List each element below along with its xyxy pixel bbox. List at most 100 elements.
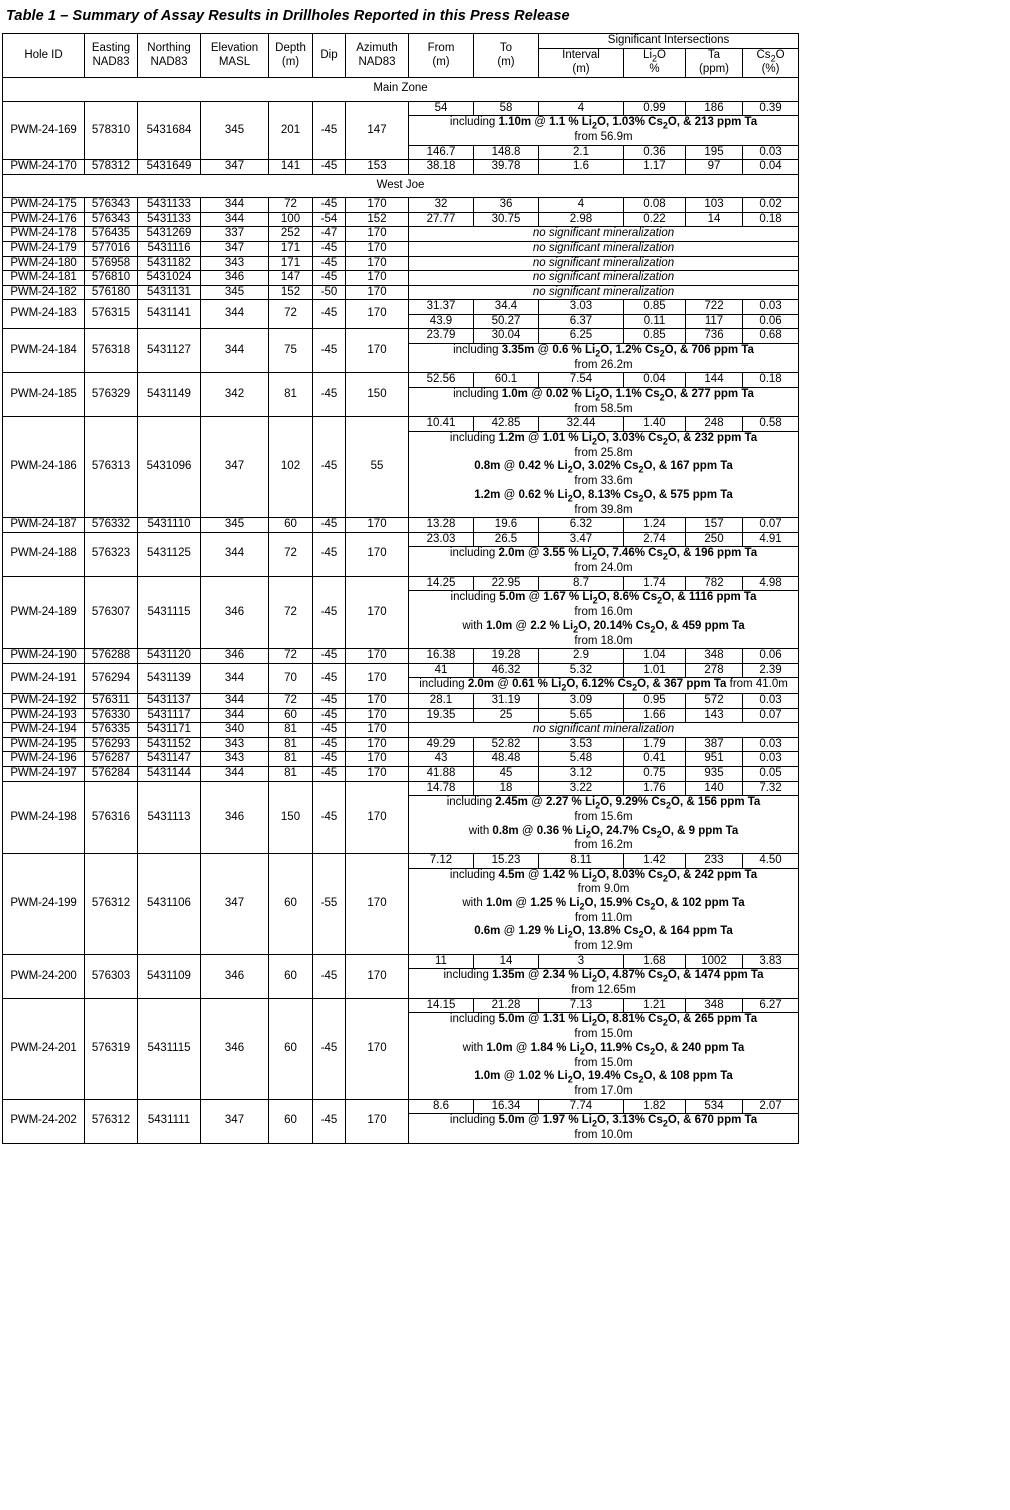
cell-easting: 576293 (84, 736, 138, 753)
cell-depth: 72 (268, 693, 313, 709)
table-row: PWM-24-199 576312 5431106 347 60 -55 170 7.12 15… (2, 853, 800, 955)
cell-northing: 5431649 (137, 159, 201, 175)
cell-depth: 72 (268, 299, 313, 330)
cell-ta: 278 (685, 662, 743, 679)
cell-azimuth: 153 (345, 159, 409, 175)
cell-depth: 171 (268, 240, 313, 257)
cell-elevation: 344 (200, 707, 269, 724)
cell-hole-id: PWM-24-175 (2, 197, 85, 213)
cell-northing: 5431106 (137, 853, 201, 955)
cell-cs2o: 0.06 (741, 313, 800, 330)
cell-easting: 576315 (84, 299, 138, 330)
cell-northing: 5431116 (137, 240, 201, 257)
cell-azimuth: 170 (345, 240, 409, 257)
cell-ta: 387 (685, 736, 743, 753)
cell-interval: 7.54 (538, 372, 624, 388)
cell-depth: 72 (268, 531, 313, 577)
cell-dip: -45 (312, 159, 346, 175)
cell-intersection-note: including 1.35m @ 2.34 % Li2O, 4.87% Cs2… (407, 968, 800, 999)
cell-hole-id: PWM-24-185 (2, 372, 85, 418)
cell-depth: 81 (268, 766, 313, 782)
cell-northing: 5431131 (137, 284, 201, 301)
cell-to: 39.78 (473, 159, 539, 175)
cell-hole-id: PWM-24-183 (2, 299, 85, 330)
table-header: Hole ID Easting NAD83 Northing NAD83 Eleva… (2, 33, 800, 79)
cell-li2o: 0.99 (623, 100, 686, 117)
cell-from: 7.12 (408, 853, 474, 869)
cell-ta: 736 (685, 328, 743, 344)
table-row: PWM-24-169 578310 5431684 345 201 -45 147 54 58 4… (2, 100, 800, 161)
cell-dip: -45 (312, 531, 346, 577)
cell-interval: 3.53 (538, 736, 624, 753)
cell-dip: -45 (312, 736, 346, 753)
cell-ta: 348 (685, 997, 743, 1014)
cell-northing: 5431113 (137, 780, 201, 855)
cell-cs2o: 0.39 (741, 100, 800, 117)
table-row: PWM-24-176 576343 5431133 344 100 -54 152 27.77… (2, 211, 800, 228)
cell-cs2o: 6.27 (741, 997, 800, 1014)
cell-to: 16.34 (473, 1098, 539, 1115)
cell-interval: 3.47 (538, 531, 624, 548)
table-row: PWM-24-182 576180 5431131 345 152 -50 170 no si… (2, 284, 800, 301)
cell-ta: 572 (685, 693, 743, 709)
cell-interval: 3.09 (538, 693, 624, 709)
cell-li2o: 1.40 (623, 416, 686, 432)
cell-depth: 81 (268, 736, 313, 753)
table-row: PWM-24-175 576343 5431133 344 72 -45 170 32 36 4 0… (2, 197, 800, 213)
cell-hole-id: PWM-24-196 (2, 751, 85, 767)
cell-ta: 233 (685, 853, 743, 869)
cell-ta: 935 (685, 766, 743, 782)
cell-azimuth: 55 (345, 416, 409, 519)
cell-li2o: 0.95 (623, 693, 686, 709)
cell-from: 32 (408, 197, 474, 213)
cell-azimuth: 170 (345, 693, 409, 709)
cell-cs2o: 0.05 (741, 766, 800, 782)
cell-northing: 5431144 (137, 766, 201, 782)
table-row: PWM-24-170 578312 5431649 347 141 -45 153 38.18… (2, 159, 800, 175)
assay-results-table: Hole ID Easting NAD83 Northing NAD83 Eleva… (1, 33, 800, 1144)
cell-from: 146.7 (408, 144, 474, 161)
cell-easting: 576180 (84, 284, 138, 301)
cell-li2o: 1.76 (623, 780, 686, 797)
cell-depth: 147 (268, 270, 313, 286)
table-row: including 1.10m @ 1.1 % Li2O, 1.03% Cs2O… (3, 115, 800, 146)
cell-dip: -45 (312, 517, 346, 533)
cell-easting: 576312 (84, 853, 138, 955)
cell-intersection-note: including 5.0m @ 1.67 % Li2O, 8.6% Cs2O,… (407, 590, 800, 650)
cell-from: 43 (408, 751, 474, 767)
table-row: PWM-24-194 576335 5431171 340 81 -45 170 no sig… (2, 722, 800, 738)
cell-hole-id: PWM-24-198 (2, 780, 85, 855)
cell-depth: 171 (268, 255, 313, 272)
cell-dip: -45 (312, 722, 346, 738)
cell-elevation: 344 (200, 197, 269, 213)
cell-to: 46.32 (473, 662, 539, 679)
cell-elevation: 344 (200, 531, 269, 577)
cell-li2o: 0.22 (623, 211, 686, 228)
cell-northing: 5431115 (137, 997, 201, 1100)
table-row: PWM-24-189 576307 5431115 346 72 -45 170 14.25 2… (2, 575, 800, 650)
cell-northing: 5431024 (137, 270, 201, 286)
cell-dip: -45 (312, 197, 346, 213)
cell-depth: 141 (268, 159, 313, 175)
cell-hole-id: PWM-24-191 (2, 662, 85, 695)
cell-ta: 534 (685, 1098, 743, 1115)
cell-northing: 5431115 (137, 575, 201, 650)
cell-azimuth: 170 (345, 780, 409, 855)
cell-intersection-note: including 5.0m @ 1.97 % Li2O, 3.13% Cs2O… (407, 1113, 800, 1144)
cell-elevation: 346 (200, 648, 269, 664)
cell-cs2o: 0.18 (741, 211, 800, 228)
cell-azimuth: 147 (345, 100, 409, 161)
col-header-elevation: Elevation MASL (200, 33, 269, 78)
cell-cs2o: 0.03 (741, 144, 800, 161)
cell-azimuth: 170 (345, 722, 409, 738)
cell-northing: 5431171 (137, 722, 201, 738)
table-row: PWM-24-198 576316 5431113 346 150 -45 170 14.78… (2, 780, 800, 855)
cell-interval: 8.11 (538, 853, 624, 869)
table-row: including 5.0m @ 1.31 % Li2O, 8.81% Cs2O… (3, 1012, 800, 1100)
cell-depth: 70 (268, 662, 313, 695)
col-header-hole-id: Hole ID (2, 33, 85, 78)
cell-azimuth: 170 (345, 736, 409, 753)
cell-dip: -45 (312, 240, 346, 257)
cell-azimuth: 170 (345, 662, 409, 695)
cell-ta: 14 (685, 211, 743, 228)
